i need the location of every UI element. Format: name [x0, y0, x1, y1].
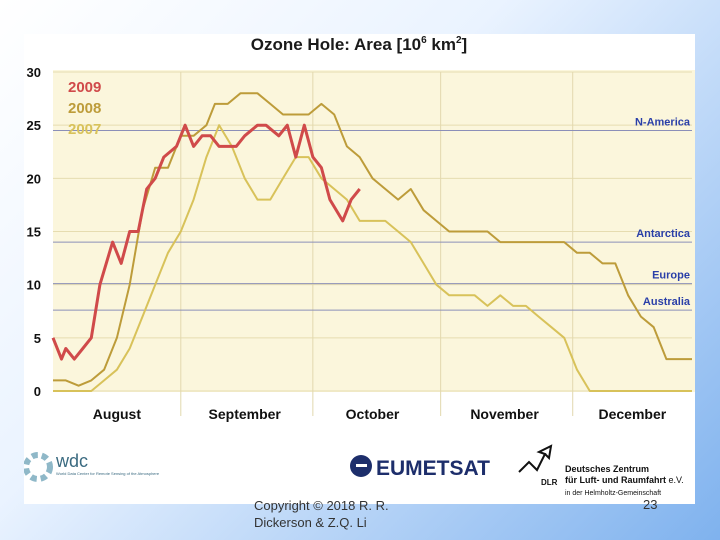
legend-entry-2007: 2007 — [68, 121, 101, 138]
dlr-logo: DLR Deutsches Zentrum für Luft- und Raum… — [518, 444, 684, 497]
eumetsat-logo-stripe — [356, 464, 367, 467]
y-tick-label: 20 — [27, 171, 41, 186]
y-tick-label: 30 — [27, 65, 41, 80]
title-superscript: 6 — [421, 35, 427, 46]
copyright-line-2: Dickerson & Z.Q. Li — [254, 515, 367, 530]
legend-entry-2008: 2008 — [68, 100, 101, 117]
wdc-logo: wdc World Data Center for Remote Sensing… — [24, 451, 160, 482]
eumetsat-logo-text: EUMETSAT — [376, 457, 490, 480]
x-month-label: November — [470, 406, 539, 422]
x-month-label: December — [599, 406, 667, 422]
y-tick-label: 0 — [34, 384, 41, 399]
x-month-label: October — [346, 406, 400, 422]
gridlines — [53, 71, 692, 392]
reference-line-label: Antarctica — [636, 228, 691, 240]
legend-entry-2009: 2009 — [68, 79, 101, 96]
dlr-logo-line2: für Luft- und Raumfahrt e.V. — [565, 475, 684, 485]
y-tick-label: 10 — [27, 278, 41, 293]
y-tick-label: 5 — [34, 331, 41, 346]
series-line-2009 — [51, 123, 361, 361]
dlr-logo-line3: in der Helmholtz-Gemeinschaft — [565, 490, 661, 497]
reference-line-label: N-America — [635, 116, 691, 128]
ozone-hole-chart: Ozone Hole: Area [106 km2] N-America Anta… — [24, 35, 695, 497]
dlr-logo-line1: Deutsches Zentrum — [565, 464, 649, 474]
y-tick-label: 15 — [27, 225, 41, 240]
page-number: 23 — [643, 497, 658, 512]
month-separators — [180, 72, 574, 416]
eumetsat-logo: EUMETSAT — [350, 455, 490, 480]
y-tick-label: 25 — [27, 118, 41, 133]
reference-lines: N-America Antarctica Europe Australia — [53, 116, 692, 311]
title-unit: km — [427, 35, 456, 54]
x-month-label: September — [209, 406, 282, 422]
reference-line-label: Europe — [652, 270, 690, 282]
chart-title: Ozone Hole: Area [106 km2] — [251, 35, 467, 54]
wdc-logo-subtext: World Data Center for Remote Sensing of … — [56, 471, 160, 476]
title-end: ] — [462, 35, 468, 54]
series-line-2008 — [53, 92, 692, 387]
series-lines — [51, 92, 692, 392]
series-line-2007 — [53, 124, 692, 392]
title-main: Ozone Hole: Area [10 — [251, 35, 421, 54]
legend: 2009 2008 2007 — [68, 79, 101, 138]
reference-line-label: Australia — [643, 296, 691, 308]
dlr-logo-mark — [518, 444, 553, 473]
title-superscript-2: 2 — [456, 35, 462, 46]
copyright-line-1: Copyright © 2018 R. R. — [254, 498, 389, 513]
wdc-logo-mark — [24, 452, 53, 482]
x-month-label: August — [93, 406, 142, 422]
slide-card: Ozone Hole: Area [106 km2] N-America Anta… — [24, 34, 695, 504]
dlr-logo-line2-main: für Luft- und Raumfahrt — [565, 475, 666, 485]
wdc-logo-text: wdc — [55, 451, 88, 471]
x-axis-month-labels: August September October November December — [93, 406, 667, 422]
dlr-logo-abbr: DLR — [541, 478, 558, 487]
dlr-logo-ev: e.V. — [666, 475, 684, 485]
copyright-footer: Copyright © 2018 R. R. Dickerson & Z.Q. … — [254, 497, 474, 531]
y-axis-tick-labels: 0 5 10 15 20 25 30 — [27, 65, 41, 399]
